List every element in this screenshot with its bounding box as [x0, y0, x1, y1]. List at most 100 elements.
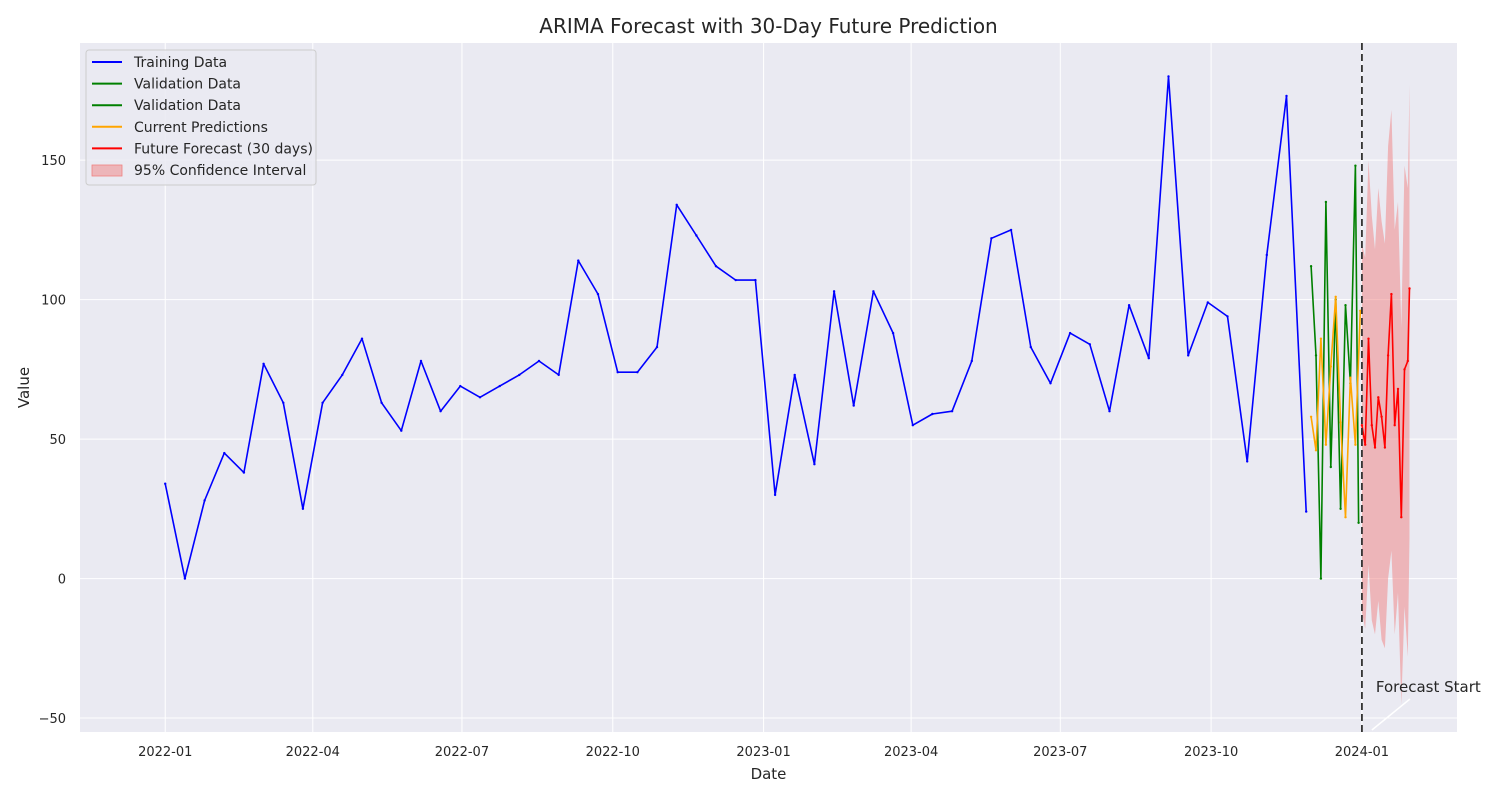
training-data-point: [557, 373, 560, 377]
current-predictions-point: [1359, 309, 1362, 312]
legend-label: Training Data: [133, 55, 227, 71]
training-data-point: [990, 237, 993, 240]
training-data-point: [1009, 228, 1013, 232]
current-predictions-point: [1329, 365, 1333, 368]
training-data-point: [852, 404, 855, 407]
training-data-point: [478, 396, 482, 399]
x-tick-label: 2023-10: [1184, 745, 1238, 760]
future-forecast-30-days-point: [1400, 516, 1403, 519]
y-axis-title: Value: [15, 367, 33, 408]
y-tick-label: 50: [49, 433, 66, 448]
training-data-point: [734, 278, 737, 282]
training-data-point: [1068, 331, 1072, 335]
reference-layer: [1361, 43, 1411, 732]
training-data-point: [872, 290, 875, 293]
training-data-point: [282, 401, 285, 404]
y-tick-label: 150: [41, 154, 66, 169]
current-predictions-point: [1339, 421, 1342, 424]
validation-data-point: [1314, 354, 1318, 357]
current-predictions-point: [1309, 415, 1313, 418]
training-data-point: [439, 410, 442, 413]
training-data-point: [341, 373, 344, 377]
legend-label: Current Predictions: [134, 120, 268, 136]
training-data-point: [695, 234, 698, 237]
training-data-point: [301, 507, 305, 510]
y-tick-label: 0: [58, 573, 66, 588]
x-tick-label: 2023-01: [736, 745, 790, 760]
validation-data-point: [1319, 577, 1323, 580]
training-data-point: [1226, 315, 1229, 318]
training-data-point: [1049, 382, 1052, 385]
validation-data-point: [1339, 507, 1342, 510]
training-data-point: [321, 401, 324, 404]
series-layer: [164, 75, 1411, 580]
training-data-point: [675, 203, 678, 206]
training-data-point: [832, 290, 836, 293]
training-data-point: [1108, 410, 1111, 413]
validation-data-point: [1357, 521, 1360, 524]
training-data-point: [931, 412, 934, 416]
validation-data-point: [1354, 164, 1357, 167]
future-forecast-30-days-point: [1406, 359, 1410, 363]
future-forecast-30-days-point: [1380, 415, 1383, 418]
training-data-point: [1246, 460, 1249, 463]
future-forecast-30-days-point: [1373, 446, 1377, 449]
training-data-point: [1147, 357, 1151, 360]
training-data-point: [714, 265, 718, 268]
training-data-point: [1187, 354, 1190, 357]
future-forecast-30-days-point: [1377, 396, 1380, 399]
y-tick-label: 100: [41, 294, 66, 309]
training-data-point: [1285, 94, 1288, 98]
training-data-point: [596, 292, 600, 296]
x-tick-label: 2022-04: [286, 745, 340, 760]
training-data-point: [360, 337, 364, 340]
training-data-point: [754, 278, 757, 282]
training-data-point: [950, 410, 954, 413]
training-data-point: [223, 451, 226, 455]
training-data-point: [164, 482, 167, 485]
legend-label: Validation Data: [134, 98, 241, 114]
validation-data-point: [1344, 304, 1347, 307]
confidence-band-layer: [1361, 84, 1410, 705]
training-data-point: [655, 345, 659, 349]
training-data-point: [891, 331, 895, 335]
chart-title: ARIMA Forecast with 30-Day Future Predic…: [539, 14, 997, 38]
future-forecast-30-days-point: [1386, 354, 1390, 357]
tick-labels: 2022-01 2022-04 2022-07 2022-10 2023-01 2023-…: [39, 154, 1390, 760]
training-data-point: [183, 577, 187, 580]
training-data-point: [518, 373, 521, 377]
forecast-start-annotation: Forecast Start: [1376, 678, 1481, 696]
current-predictions-point: [1344, 516, 1347, 519]
validation-data-point: [1329, 465, 1333, 469]
future-forecast-30-days-point: [1367, 337, 1370, 340]
x-tick-label: 2022-01: [138, 745, 192, 760]
training-data-point: [1088, 343, 1092, 346]
x-tick-label: 2023-07: [1033, 745, 1087, 760]
training-data-point: [577, 259, 580, 262]
training-data-point: [537, 359, 541, 363]
future-forecast-30-days-point: [1403, 368, 1406, 371]
training-data-point: [773, 493, 777, 497]
validation-data-point: [1324, 200, 1328, 204]
legend: Training Data Validation Data Validation D…: [85, 49, 317, 186]
future-forecast-30-days-point: [1360, 424, 1364, 427]
future-forecast-30-days-point: [1396, 387, 1400, 391]
future-forecast-30-days-point: [1390, 292, 1393, 296]
training-data-point: [911, 424, 914, 427]
current-predictions-point: [1319, 337, 1323, 340]
y-tick-label: −50: [39, 712, 66, 727]
x-tick-label: 2022-10: [586, 745, 640, 760]
training-data-point: [813, 463, 816, 466]
future-forecast-30-days-point: [1364, 443, 1367, 446]
legend-box: [85, 49, 317, 186]
training-data-point: [636, 371, 639, 374]
x-tick-label: 2024-01: [1335, 745, 1389, 760]
current-predictions-point: [1314, 449, 1318, 452]
training-data-point: [793, 373, 796, 377]
training-data-point: [380, 401, 383, 404]
training-data-point: [1167, 75, 1170, 78]
training-data-point: [242, 471, 246, 474]
training-data-point: [262, 362, 265, 365]
